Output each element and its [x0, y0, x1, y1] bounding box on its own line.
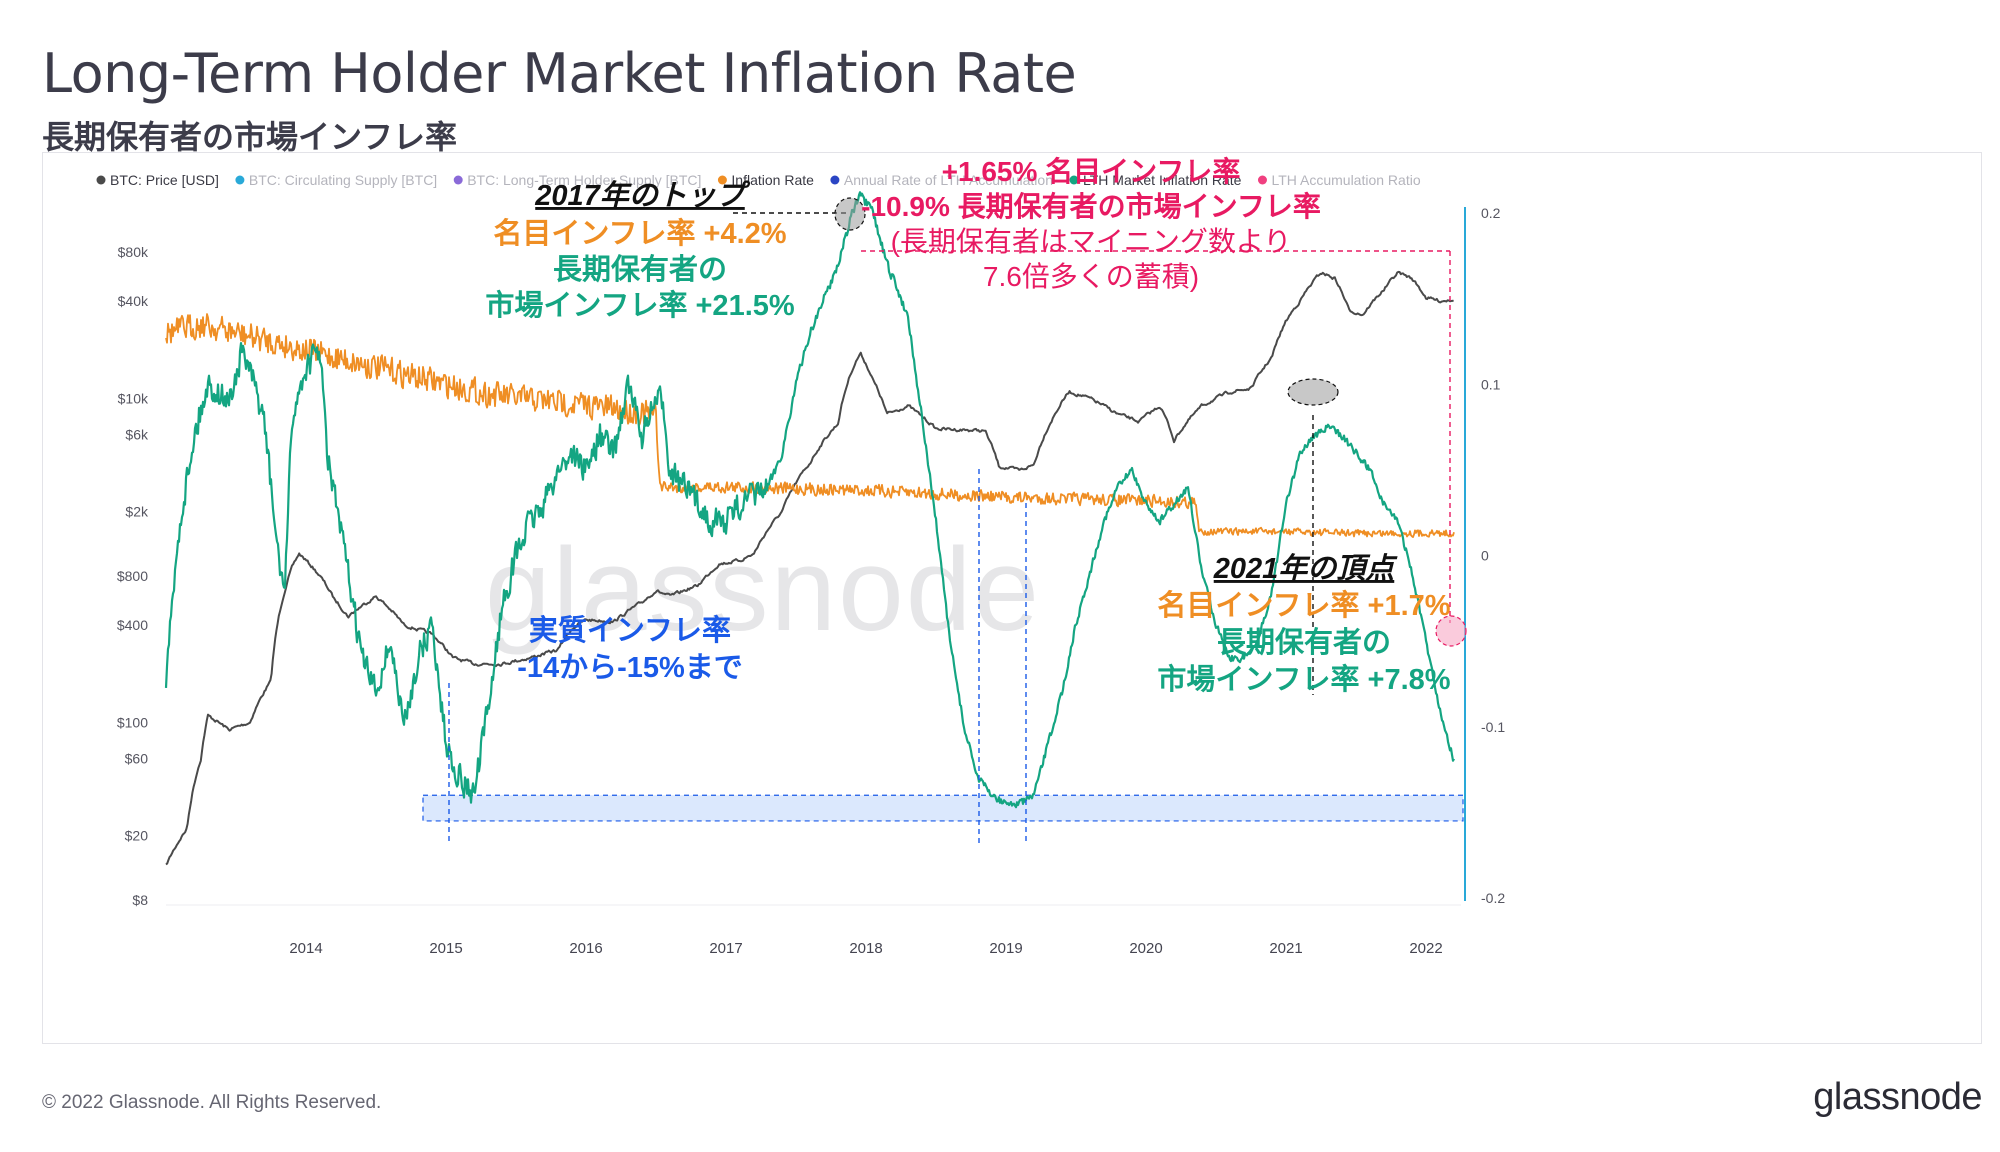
legend-label-3: Inflation Rate — [731, 172, 814, 188]
x-tick-2015: 2015 — [429, 940, 462, 957]
y-right-tick-2: 0 — [1481, 548, 1489, 564]
y-left-tick-8: $10k — [118, 390, 149, 406]
circle-2017-top — [834, 197, 866, 231]
legend-label-5: LTH Market Inflation Rate — [1083, 172, 1242, 188]
footer-copyright: © 2022 Glassnode. All Rights Reserved. — [42, 1092, 382, 1113]
x-tick-2017: 2017 — [709, 940, 742, 957]
annotation-peak2021-title: 2021年の頂点 — [1213, 552, 1399, 585]
annotation-peak2021-nominal: 名目インフレ率 +1.7% — [1157, 588, 1450, 622]
y-left-tick-3: $100 — [117, 714, 148, 730]
real-inflation-band — [422, 794, 1464, 822]
x-tick-2016: 2016 — [569, 940, 602, 957]
annotation-now-note1: (長期保有者はマイニング数より — [891, 226, 1292, 257]
y-left-tick-1: $20 — [125, 828, 149, 844]
y-left-tick-7: $6k — [125, 426, 149, 442]
series-price-line — [165, 270, 1454, 866]
legend-swatch-2 — [453, 175, 463, 185]
y-left-tick-10: $80k — [118, 244, 149, 260]
chart: BTC: Price [USD] BTC: Circulating Supply … — [96, 155, 1505, 957]
watermark: glassnode — [485, 524, 1041, 656]
y-left-tick-2: $60 — [125, 750, 149, 766]
legend-label-2: BTC: Long-Term Holder Supply [BTC] — [467, 172, 701, 188]
x-tick-2021: 2021 — [1269, 940, 1302, 957]
series-inflation-rate-line — [165, 313, 1455, 538]
x-tick-2018: 2018 — [849, 940, 882, 957]
page-title: Long-Term Holder Market Inflation Rate — [42, 42, 1077, 105]
annotation-top2017-lth1: 長期保有者の — [553, 253, 727, 286]
y-right-tick-1: 0.1 — [1481, 376, 1501, 392]
legend-swatch-1 — [235, 175, 245, 185]
series-lth-market-inflation-line — [164, 191, 1455, 809]
glassnode-logo: glassnode — [1813, 1076, 1982, 1118]
y-right-tick-0: 0.2 — [1481, 205, 1501, 221]
annotation-top2017-lth2: 市場インフレ率 +21.5% — [485, 288, 795, 322]
annotation-now-lth: -10.9% 長期保有者の市場インフレ率 — [861, 190, 1321, 222]
annotation-now-nominal: +1.65% 名目インフレ率 — [942, 155, 1241, 187]
y-right-tick-4: -0.2 — [1481, 890, 1505, 906]
legend-swatch-5 — [1069, 175, 1079, 185]
y-right-tick-3: -0.1 — [1481, 719, 1505, 735]
chart-frame: BTC: Price [USD] BTC: Circulating Supply … — [42, 152, 1982, 1044]
legend-swatch-4 — [830, 175, 840, 185]
annotation-peak2021-lth2: 市場インフレ率 +7.8% — [1157, 662, 1450, 696]
y-left-tick-5: $800 — [117, 568, 148, 584]
legend-label-4: Annual Rate of LTH Accumulation — [844, 172, 1053, 188]
annotation-real-line2: -14から-15%まで — [517, 652, 743, 684]
annotation-now-note2: 7.6倍多くの蓄積) — [983, 261, 1199, 292]
annotation-real-line1: 実質インフレ率 — [529, 613, 731, 647]
x-tick-2019: 2019 — [989, 940, 1022, 957]
circle-2021-peak — [1287, 378, 1339, 406]
legend-swatch-6 — [1257, 175, 1267, 185]
x-tick-2022: 2022 — [1409, 940, 1442, 957]
y-left-tick-9: $40k — [118, 293, 149, 309]
x-tick-2020: 2020 — [1129, 940, 1162, 957]
annotation-top2017-title: 2017年のトップ — [534, 179, 751, 212]
annotation-top2017-nominal: 名目インフレ率 +4.2% — [493, 216, 786, 250]
x-tick-2014: 2014 — [289, 940, 322, 957]
legend-swatch-3 — [717, 175, 727, 185]
legend-swatch-0 — [96, 175, 106, 185]
legend-label-1: BTC: Circulating Supply [BTC] — [249, 172, 437, 188]
y-left-tick-0: $8 — [132, 892, 148, 908]
legend-label-0: BTC: Price [USD] — [110, 172, 219, 188]
annotation-peak2021-lth1: 長期保有者の — [1217, 626, 1391, 659]
legend-label-6: LTH Accumulation Ratio — [1271, 172, 1420, 188]
page-subtitle: 長期保有者の市場インフレ率 — [42, 118, 458, 156]
circle-now — [1435, 615, 1467, 647]
y-left-tick-4: $400 — [117, 617, 148, 633]
y-left-tick-6: $2k — [125, 504, 149, 520]
